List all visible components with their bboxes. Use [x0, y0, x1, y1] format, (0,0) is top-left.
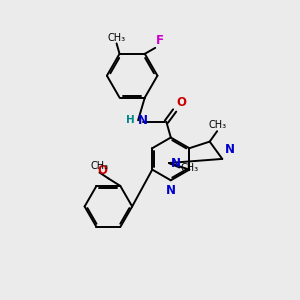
Text: F: F — [156, 34, 164, 47]
Text: O: O — [176, 96, 187, 109]
Text: CH₃: CH₃ — [208, 120, 226, 130]
Text: N: N — [166, 184, 176, 197]
Text: N: N — [171, 157, 182, 169]
Text: N: N — [225, 143, 235, 156]
Text: CH₃: CH₃ — [181, 164, 199, 173]
Text: N: N — [138, 114, 148, 127]
Text: CH₃: CH₃ — [107, 32, 126, 43]
Text: O: O — [97, 164, 107, 177]
Text: H: H — [126, 115, 135, 125]
Text: CH₃: CH₃ — [90, 161, 109, 171]
